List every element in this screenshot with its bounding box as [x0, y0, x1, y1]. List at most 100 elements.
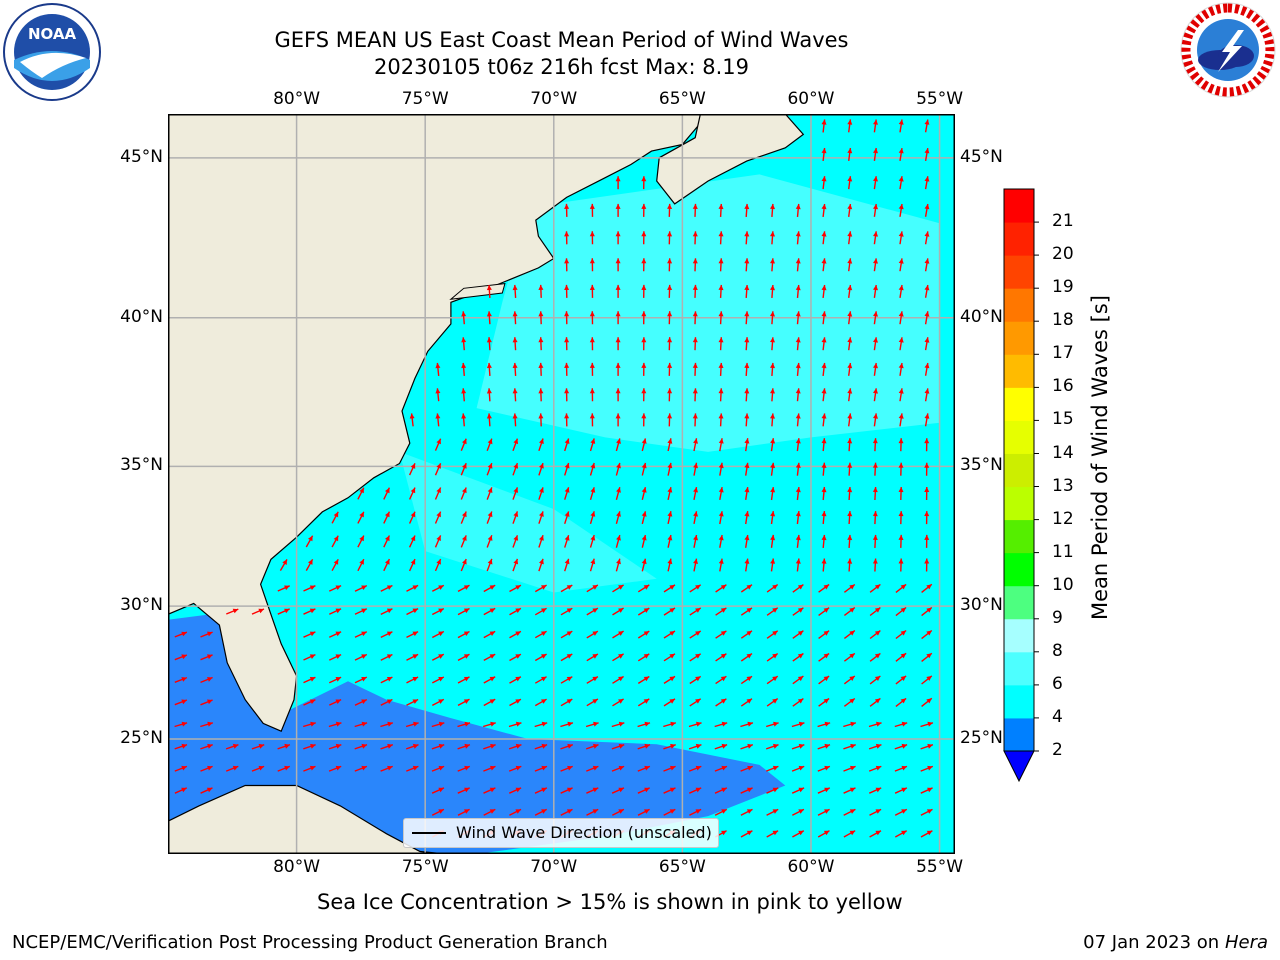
- wave-direction-arrowhead: [770, 511, 776, 517]
- wave-direction-arrowhead: [515, 631, 521, 636]
- wave-direction-arrowhead: [901, 809, 907, 814]
- wave-direction-arrowhead: [847, 285, 853, 291]
- wave-direction-arrowhead: [539, 463, 544, 469]
- wave-direction-arrowhead: [669, 787, 676, 793]
- wave-direction-arrowhead: [693, 558, 698, 564]
- colorbar-bin: [1004, 585, 1034, 620]
- wave-direction-arrowhead: [718, 413, 724, 419]
- wave-direction-arrowhead: [926, 653, 932, 659]
- wave-direction-arrowhead: [207, 743, 213, 749]
- wave-direction-arrowhead: [873, 119, 878, 125]
- wave-direction-arrowhead: [720, 676, 727, 682]
- wave-direction-arrowhead: [515, 585, 521, 590]
- wave-direction-arrowhead: [924, 487, 930, 492]
- wave-direction-arrowhead: [386, 654, 393, 659]
- wave-direction-arrowhead: [744, 511, 750, 517]
- wave-direction-arrowhead: [744, 535, 750, 541]
- wave-direction-arrowhead: [308, 559, 313, 565]
- wave-direction-arrowhead: [849, 584, 855, 590]
- lon-label-bottom: 60°W: [787, 857, 835, 877]
- wave-direction-arrowhead: [746, 698, 752, 704]
- wave-direction-arrowhead: [541, 676, 547, 682]
- wave-direction-arrowhead: [335, 631, 342, 637]
- wave-direction-arrowhead: [692, 258, 698, 264]
- wave-direction-arrowhead: [924, 363, 930, 369]
- wave-direction-arrowhead: [824, 721, 831, 727]
- wave-direction-arrowhead: [438, 654, 444, 659]
- wave-direction-arrowhead: [824, 765, 830, 771]
- wave-direction-arrowhead: [461, 362, 467, 369]
- wave-direction-arrowhead: [821, 388, 827, 394]
- lon-label-top: 80°W: [273, 89, 321, 109]
- wave-direction-arrowhead: [541, 721, 548, 727]
- wave-direction-arrowhead: [489, 631, 496, 636]
- wave-direction-arrowhead: [670, 721, 676, 727]
- wave-direction-arrowhead: [667, 558, 673, 565]
- wave-direction-arrowhead: [667, 462, 673, 469]
- wave-direction-arrowhead: [900, 698, 907, 704]
- wave-direction-arrowhead: [898, 258, 904, 264]
- wave-direction-arrowhead: [847, 204, 853, 210]
- lat-label-left: 35°N: [120, 455, 163, 476]
- wave-direction-arrowhead: [412, 654, 419, 659]
- colorbar-bin: [1004, 321, 1034, 355]
- wave-direction-arrowhead: [718, 388, 724, 394]
- wave-direction-arrowhead: [284, 765, 290, 771]
- wave-direction-arrowhead: [436, 463, 441, 469]
- wave-direction-arrowhead: [744, 285, 750, 291]
- wave-direction-arrowhead: [721, 809, 727, 814]
- wave-direction-arrowhead: [359, 535, 364, 542]
- wave-direction-arrowhead: [746, 630, 752, 636]
- wave-direction-arrowhead: [821, 462, 827, 468]
- wave-direction-arrowhead: [618, 631, 624, 636]
- colorbar-bin: [1004, 189, 1034, 223]
- wave-direction-arrowhead: [513, 463, 519, 469]
- wave-direction-arrowhead: [464, 809, 470, 814]
- wave-direction-arrowhead: [720, 653, 727, 659]
- wave-direction-arrowhead: [618, 809, 624, 814]
- wave-direction-arrowhead: [795, 438, 801, 444]
- wave-direction-arrowhead: [641, 558, 647, 565]
- wave-direction-arrowhead: [875, 743, 882, 749]
- wave-direction-arrowhead: [821, 204, 827, 210]
- period-6-8-region: [476, 174, 940, 452]
- wave-direction-arrowhead: [564, 558, 570, 565]
- wave-direction-arrowhead: [385, 559, 390, 565]
- wave-direction-arrowhead: [692, 388, 698, 394]
- wave-direction-arrowhead: [924, 438, 930, 444]
- wave-direction-arrowhead: [770, 337, 775, 343]
- wave-direction-arrowhead: [589, 388, 595, 394]
- lat-label-left: 25°N: [120, 727, 163, 748]
- wave-direction-arrowhead: [898, 337, 904, 343]
- wave-direction-arrowhead: [821, 337, 827, 343]
- wave-direction-arrowhead: [821, 558, 827, 564]
- wave-direction-arrowhead: [515, 699, 521, 704]
- wave-direction-arrowhead: [798, 743, 805, 749]
- wave-direction-arrowhead: [541, 787, 547, 793]
- wave-period-map: [168, 114, 955, 854]
- wave-direction-arrowhead: [747, 765, 753, 771]
- wave-direction-arrowhead: [669, 631, 675, 636]
- wave-direction-arrowhead: [487, 535, 493, 541]
- wave-direction-arrowhead: [924, 204, 930, 210]
- wave-direction-arrowhead: [924, 534, 930, 540]
- wave-direction-arrowhead: [695, 743, 702, 749]
- wave-direction-arrowhead: [824, 809, 830, 814]
- wave-direction-arrowhead: [924, 388, 930, 394]
- colorbar-frame: [1003, 188, 1035, 752]
- wave-direction-arrowhead: [667, 511, 673, 517]
- wave-direction-arrowhead: [564, 463, 570, 469]
- wave-direction-arrowhead: [772, 765, 779, 771]
- wave-direction-arrowhead: [795, 462, 801, 468]
- wave-direction-arrowhead: [667, 388, 673, 394]
- wave-direction-arrowhead: [797, 630, 804, 636]
- wave-direction-arrowhead: [695, 698, 701, 704]
- wave-direction-arrowhead: [898, 363, 904, 369]
- wave-direction-arrowhead: [333, 559, 339, 565]
- wave-direction-arrowhead: [564, 203, 570, 209]
- wave-direction-arrowhead: [641, 388, 647, 394]
- long-island-land: [449, 283, 506, 300]
- wave-direction-arrowhead: [772, 698, 778, 704]
- wave-direction-arrowhead: [641, 362, 647, 368]
- wave-direction-arrowhead: [566, 608, 573, 613]
